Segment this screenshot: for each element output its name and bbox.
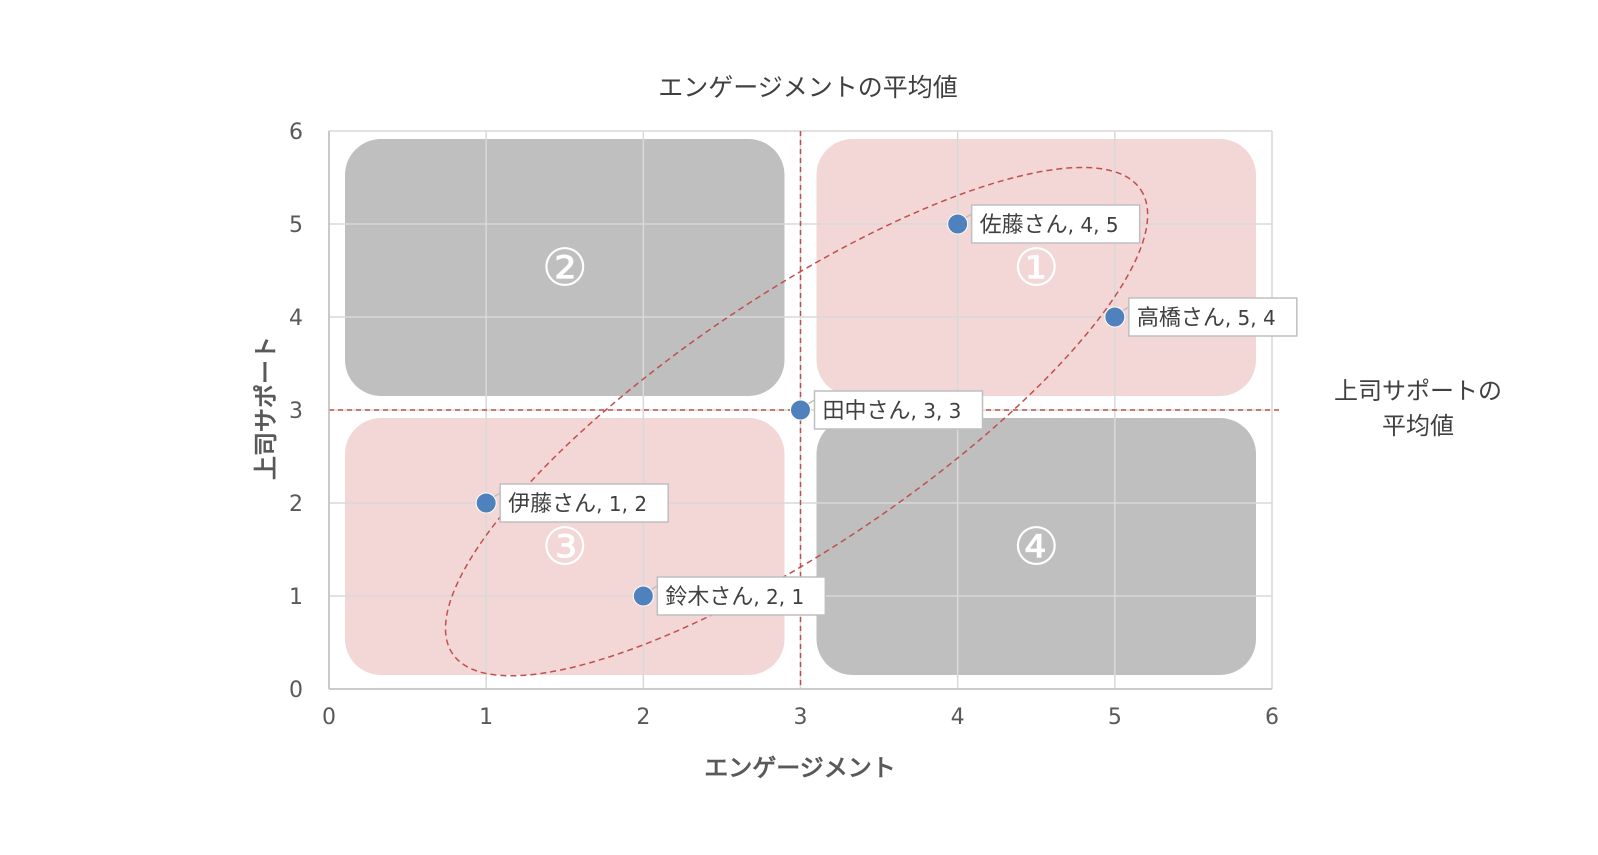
quadrant-box-2 [345, 139, 785, 396]
y-axis-label: 上司サポート [252, 336, 280, 480]
data-point-group-1: 佐藤さん, 4, 5 [947, 204, 1141, 244]
data-label-value: , 2, 1 [753, 585, 804, 609]
x-tick-label: 6 [1265, 705, 1279, 730]
x-tick-label: 0 [322, 705, 336, 730]
data-label-text: 佐藤さん, 4, 5 [980, 213, 1119, 238]
data-label-value: , 3, 3 [911, 399, 962, 423]
x-tick-label: 4 [951, 705, 965, 730]
quadrant-label-3: ③ [541, 518, 588, 578]
y-tick-label: 3 [289, 399, 303, 424]
data-label-box [970, 204, 1141, 244]
data-point-marker [632, 585, 654, 607]
y-tick-label: 5 [289, 213, 303, 238]
data-point-marker [790, 399, 811, 421]
data-point-marker [475, 492, 497, 514]
grouping-ellipse [444, 166, 1149, 677]
data-label-name: 鈴木さん [665, 585, 753, 610]
data-label-text: 高橋さん, 5, 4 [1137, 306, 1276, 331]
data-point-group-3: 田中さん, 3, 3 [790, 390, 984, 430]
data-point-group-5: 鈴木さん, 2, 1 [632, 576, 827, 616]
quadrant-label-4: ④ [1013, 518, 1060, 578]
x-tick-label: 1 [479, 705, 493, 730]
data-label-text: 田中さん, 3, 3 [823, 399, 962, 424]
data-point-marker [1104, 306, 1126, 328]
data-label-name: 田中さん [823, 399, 911, 424]
y-tick-label: 4 [289, 306, 303, 331]
x-tick-label: 5 [1108, 705, 1122, 730]
data-label-name: 佐藤さん [980, 213, 1068, 238]
data-label-name: 伊藤さん [508, 492, 596, 517]
y-tick-label: 6 [289, 120, 303, 145]
data-label-text: 鈴木さん, 2, 1 [665, 585, 804, 610]
x-tick-label: 3 [794, 705, 808, 730]
x-axis-label: エンゲージメント [704, 754, 896, 782]
data-label-name: 高橋さん [1137, 306, 1225, 331]
chart-title: エンゲージメントの平均値 [658, 73, 958, 102]
data-points: 佐藤さん, 4, 5 高橋さん, 5, 4 田中さん, 3, 3 伊藤さん, 1, 2… [475, 204, 1298, 616]
data-label-value: , 4, 5 [1068, 213, 1119, 237]
axes: 0 1 2 3 4 5 6 0 1 2 3 4 5 6 [289, 120, 1279, 730]
y-mean-label-line-2: 平均値 [1382, 412, 1454, 440]
data-point-group-2: 高橋さん, 5, 4 [1104, 297, 1298, 337]
ellipse-layer [444, 166, 1149, 677]
y-mean-label-line-1: 上司サポートの [1334, 377, 1502, 405]
data-point-marker [947, 213, 969, 235]
y-tick-label: 1 [289, 585, 303, 610]
data-label-text: 伊藤さん, 1, 2 [508, 492, 647, 517]
data-label-box [1128, 297, 1298, 337]
data-label-value: , 1, 2 [596, 492, 647, 516]
data-label-box [813, 390, 984, 430]
quadrant-label-1: ① [1013, 239, 1060, 299]
data-point-group-4: 伊藤さん, 1, 2 [475, 483, 669, 523]
x-tick-label: 2 [636, 705, 650, 730]
data-label-box [499, 483, 669, 523]
data-label-box [656, 576, 827, 616]
y-tick-label: 2 [289, 492, 303, 517]
y-tick-label: 0 [289, 678, 303, 703]
quadrant-label-2: ② [541, 239, 588, 299]
data-label-value: , 5, 4 [1225, 306, 1276, 330]
